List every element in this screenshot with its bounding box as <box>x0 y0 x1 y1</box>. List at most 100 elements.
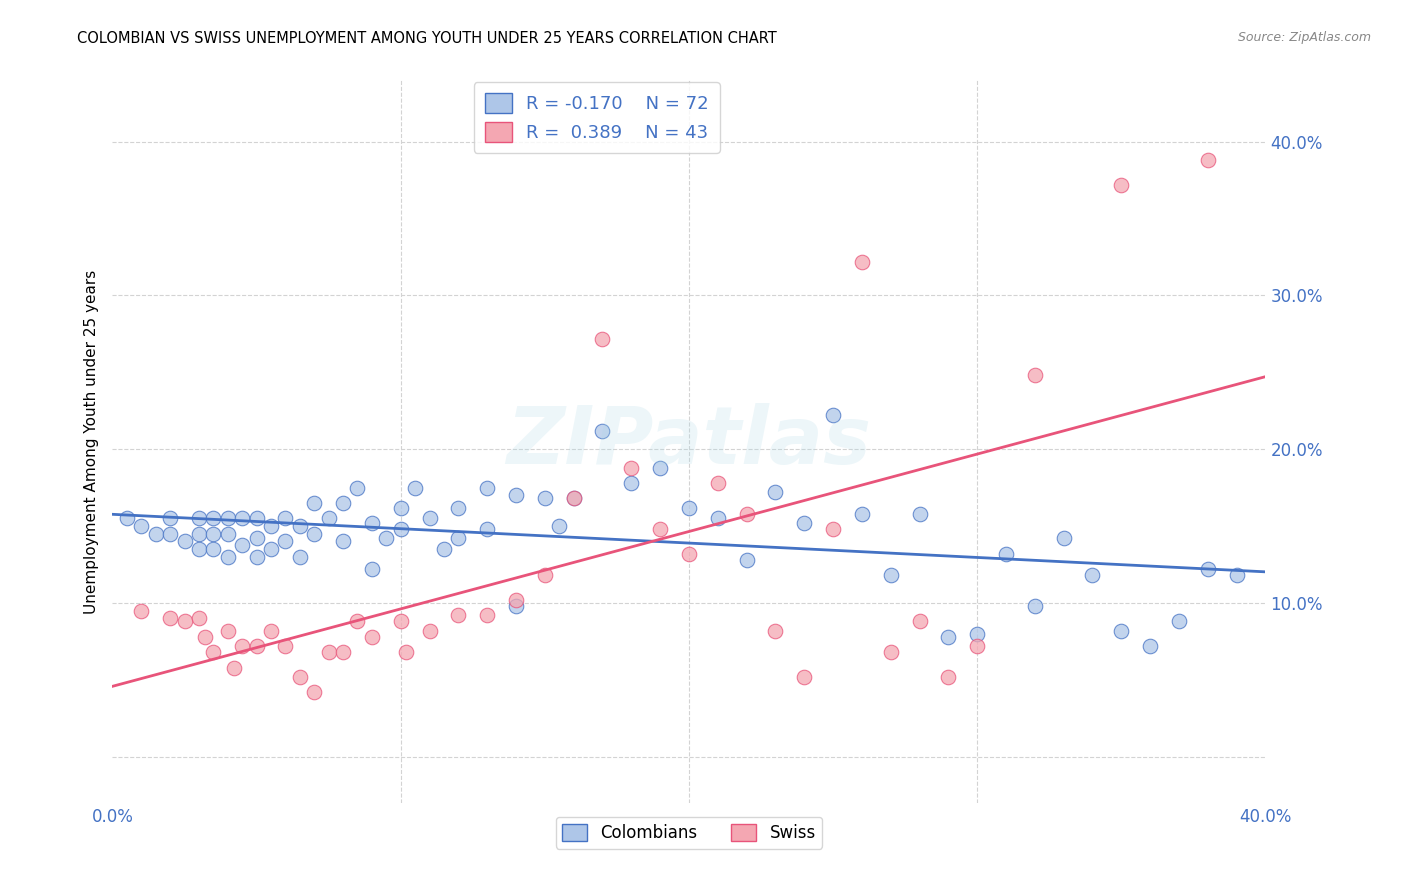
Point <box>346 615 368 629</box>
Point <box>419 511 441 525</box>
Point <box>995 547 1018 561</box>
Point <box>159 526 181 541</box>
Point <box>735 507 758 521</box>
Point <box>419 624 441 638</box>
Point <box>548 519 571 533</box>
Point <box>145 526 167 541</box>
Point <box>246 511 269 525</box>
Point <box>304 526 326 541</box>
Point <box>592 332 614 346</box>
Point <box>1226 568 1249 582</box>
Point <box>246 639 269 653</box>
Point <box>1197 562 1219 576</box>
Point <box>505 488 527 502</box>
Point <box>304 685 326 699</box>
Point <box>202 526 225 541</box>
Point <box>217 526 239 541</box>
Point <box>1024 599 1046 613</box>
Point <box>404 481 426 495</box>
Point <box>318 645 340 659</box>
Point <box>562 491 585 506</box>
Point <box>1053 532 1076 546</box>
Point <box>880 645 903 659</box>
Point <box>1139 639 1161 653</box>
Point <box>851 507 873 521</box>
Point <box>260 624 283 638</box>
Legend: Colombians, Swiss: Colombians, Swiss <box>555 817 823 848</box>
Point <box>231 639 253 653</box>
Point <box>217 624 239 638</box>
Point <box>246 549 269 564</box>
Point <box>202 511 225 525</box>
Point <box>1024 368 1046 383</box>
Point <box>395 645 418 659</box>
Point <box>159 511 181 525</box>
Point <box>678 547 700 561</box>
Point <box>678 500 700 515</box>
Point <box>288 519 311 533</box>
Point <box>188 542 211 557</box>
Point <box>505 593 527 607</box>
Point <box>332 496 354 510</box>
Point <box>318 511 340 525</box>
Point <box>475 481 499 495</box>
Point <box>360 562 382 576</box>
Point <box>880 568 903 582</box>
Point <box>346 481 368 495</box>
Point <box>707 511 730 525</box>
Point <box>620 460 643 475</box>
Point <box>592 424 614 438</box>
Point <box>821 409 844 423</box>
Point <box>966 626 988 640</box>
Point <box>936 630 959 644</box>
Point <box>389 615 412 629</box>
Point <box>475 608 499 623</box>
Point <box>389 522 412 536</box>
Point <box>231 537 253 551</box>
Text: COLOMBIAN VS SWISS UNEMPLOYMENT AMONG YOUTH UNDER 25 YEARS CORRELATION CHART: COLOMBIAN VS SWISS UNEMPLOYMENT AMONG YO… <box>77 31 778 46</box>
Point <box>475 522 499 536</box>
Point <box>332 645 354 659</box>
Point <box>288 549 311 564</box>
Point <box>188 511 211 525</box>
Point <box>202 645 225 659</box>
Text: ZIPatlas: ZIPatlas <box>506 402 872 481</box>
Point <box>389 500 412 515</box>
Point <box>129 519 153 533</box>
Point <box>447 608 470 623</box>
Point <box>159 611 181 625</box>
Point <box>793 516 815 530</box>
Point <box>821 522 844 536</box>
Point <box>360 630 382 644</box>
Point <box>246 532 269 546</box>
Point <box>375 532 398 546</box>
Point <box>735 553 758 567</box>
Point <box>1167 615 1189 629</box>
Point <box>217 549 239 564</box>
Point <box>765 485 787 500</box>
Point <box>1111 624 1133 638</box>
Point <box>447 500 470 515</box>
Point <box>936 670 959 684</box>
Point <box>202 542 225 557</box>
Point <box>1081 568 1104 582</box>
Point <box>534 568 557 582</box>
Point <box>1111 178 1133 192</box>
Point <box>217 511 239 525</box>
Point <box>188 526 211 541</box>
Point <box>115 511 138 525</box>
Point <box>908 615 931 629</box>
Point <box>360 516 382 530</box>
Point <box>908 507 931 521</box>
Point <box>231 511 253 525</box>
Point <box>222 660 245 674</box>
Point <box>562 491 585 506</box>
Point <box>505 599 527 613</box>
Point <box>966 639 988 653</box>
Text: Source: ZipAtlas.com: Source: ZipAtlas.com <box>1237 31 1371 45</box>
Point <box>304 496 326 510</box>
Y-axis label: Unemployment Among Youth under 25 years: Unemployment Among Youth under 25 years <box>83 269 98 614</box>
Point <box>260 519 283 533</box>
Point <box>851 254 873 268</box>
Point <box>260 542 283 557</box>
